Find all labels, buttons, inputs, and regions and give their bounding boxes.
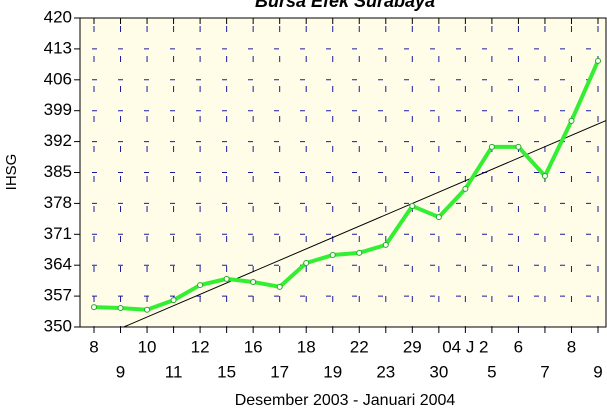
y-tick-label: 385 (44, 162, 72, 181)
y-tick-label: 406 (44, 69, 72, 88)
plot-area (80, 18, 606, 327)
x-tick-label: 19 (323, 362, 342, 381)
line-series (93, 60, 600, 312)
x-tick-label: 18 (297, 337, 316, 356)
point (382, 241, 389, 248)
point (329, 252, 336, 259)
x-tick-label: 8 (567, 337, 576, 356)
point (488, 143, 495, 150)
point (117, 305, 124, 312)
point (144, 306, 151, 313)
point (541, 173, 548, 180)
x-tick-label: 15 (217, 362, 236, 381)
x-tick-label: 17 (270, 362, 289, 381)
x-tick-label: 16 (244, 337, 263, 356)
plot-frame (79, 17, 607, 328)
point (91, 304, 97, 311)
point (250, 278, 257, 285)
point (435, 214, 442, 221)
x-axis-title: Desember 2003 - Januari 2004 (235, 392, 456, 409)
point (197, 282, 204, 289)
point (595, 57, 601, 64)
y-tick-label: 364 (44, 255, 72, 274)
y-tick-label: 371 (44, 224, 72, 243)
point (223, 275, 230, 282)
x-tick-label: 8 (89, 337, 98, 356)
point (409, 203, 416, 210)
y-tick-label: 413 (44, 38, 72, 57)
x-tick-label: 9 (116, 362, 125, 381)
point (462, 185, 469, 192)
y-tick-label: 392 (44, 131, 72, 150)
y-axis-title: IHSG (3, 154, 20, 191)
chart-title: Bursa Efek Surabaya (255, 0, 435, 11)
point (356, 249, 363, 256)
y-tick-label: 399 (44, 100, 72, 119)
x-tick-label: 29 (403, 337, 422, 356)
x-tick-label: 9 (593, 362, 602, 381)
point (170, 297, 177, 304)
y-tick-label: 378 (44, 193, 72, 212)
y-tick-label: 350 (44, 316, 72, 335)
x-tick-label: 23 (376, 362, 395, 381)
x-tick-label: 04 J 2 (442, 337, 488, 356)
y-tick-label: 357 (44, 286, 72, 305)
point (303, 259, 310, 266)
x-tick-label: 22 (350, 337, 369, 356)
x-tick-label: 11 (165, 362, 183, 381)
point (276, 283, 283, 290)
y-tick-label: 420 (44, 7, 72, 26)
point (568, 117, 575, 124)
point (515, 143, 522, 150)
x-tick-label: 12 (191, 337, 210, 356)
x-tick-label: 6 (514, 337, 523, 356)
x-tick-label: 7 (540, 362, 549, 381)
x-tick-label: 10 (138, 337, 157, 356)
x-tick-label: 5 (487, 362, 496, 381)
x-tick-label: 30 (429, 362, 448, 381)
